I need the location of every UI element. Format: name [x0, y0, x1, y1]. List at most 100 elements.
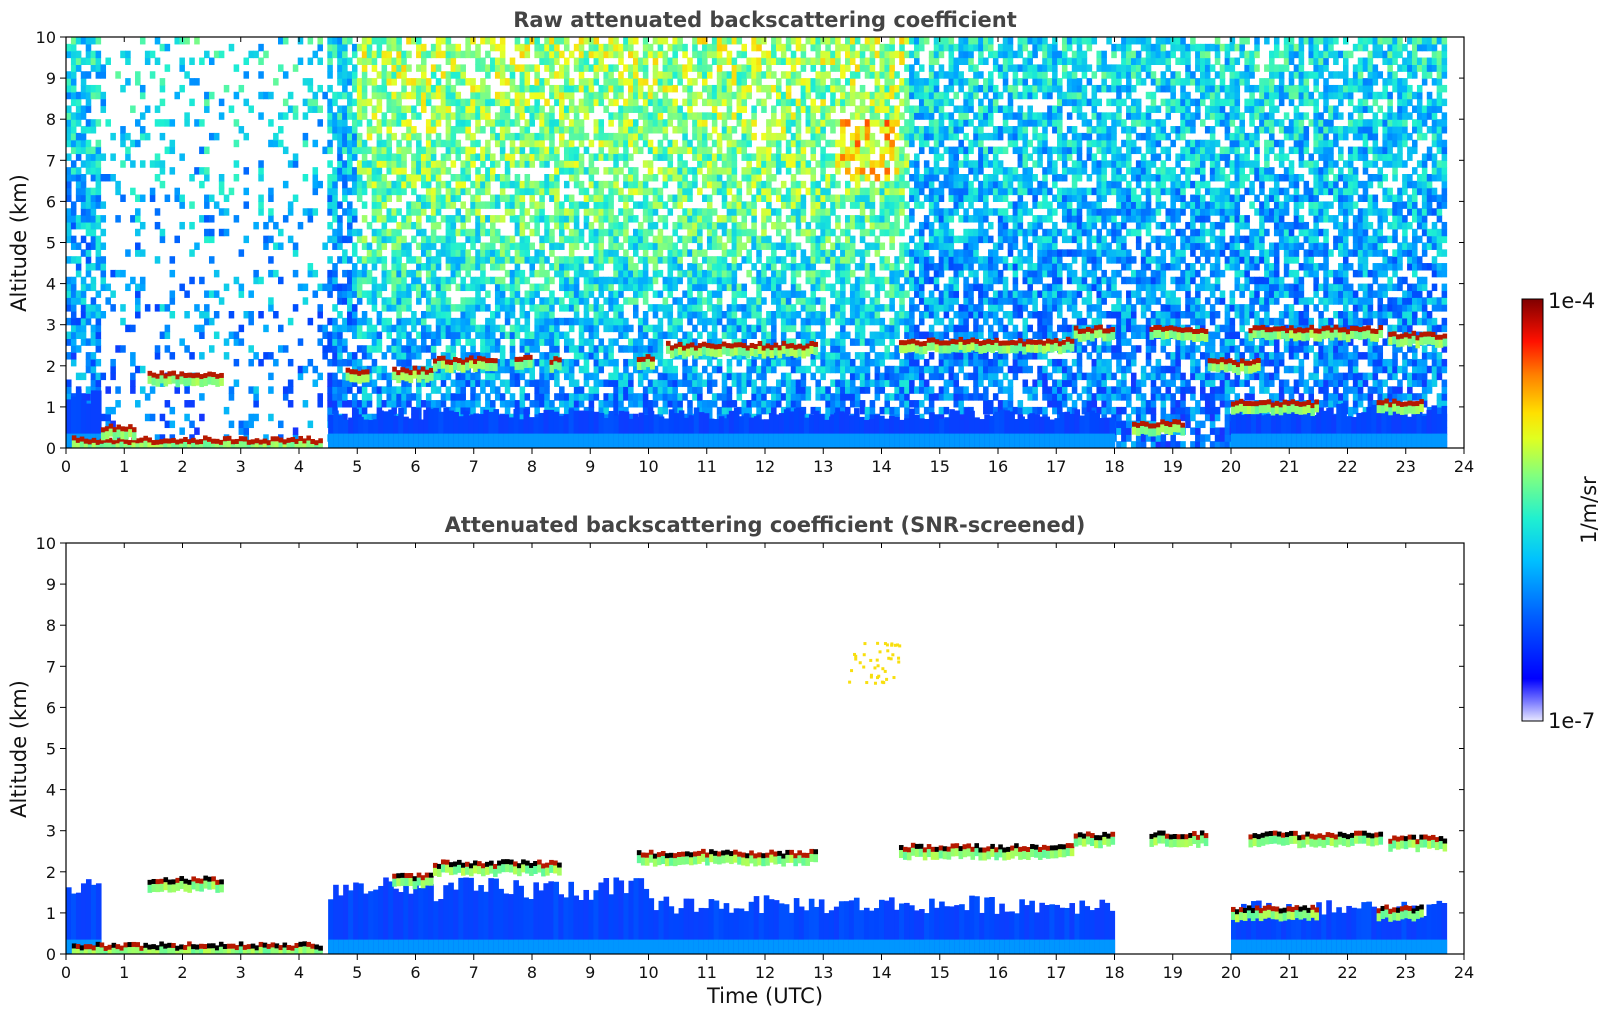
noise-cell [139, 221, 146, 230]
noise-cell [85, 283, 92, 292]
noise-cell [80, 180, 87, 189]
noise-cell [371, 331, 378, 339]
noise-cell [75, 132, 82, 141]
noise-cell [199, 413, 205, 422]
noise-cell [435, 317, 442, 326]
noise-cell [460, 228, 466, 237]
noise-cell [761, 379, 767, 387]
noise-cell [736, 221, 743, 230]
noise-cell [711, 263, 718, 271]
noise-cell [603, 276, 609, 285]
noise-cell [95, 263, 102, 271]
noise-cell [406, 208, 412, 216]
noise-cell [672, 331, 678, 339]
noise-cell [662, 126, 669, 134]
noise-cell [667, 194, 674, 202]
noise-cell [396, 228, 402, 237]
noise-cell [741, 119, 748, 127]
noise-cell [657, 317, 664, 326]
noise-cell [534, 256, 540, 264]
noise-cell [682, 221, 688, 230]
noise-cell [667, 242, 674, 250]
noise-cell [524, 311, 531, 319]
noise-cell [70, 43, 77, 52]
noise-cell [204, 317, 210, 326]
noise-cell [810, 256, 817, 264]
noise-cell [263, 324, 269, 333]
noise-cell [435, 91, 442, 100]
noise-cell [135, 249, 141, 257]
noise-cell [647, 139, 654, 148]
noise-cell [563, 105, 570, 113]
noise-cell [416, 50, 422, 59]
noise-cell [519, 64, 526, 72]
noise-cell [228, 331, 235, 339]
noise-cell [766, 71, 772, 79]
noise-cell [100, 263, 107, 271]
noise-cell [652, 50, 659, 59]
noise-cell [223, 208, 230, 216]
noise-cell [775, 187, 782, 196]
noise-cell [554, 365, 560, 374]
noise-cell [756, 174, 762, 182]
noise-cell [593, 249, 600, 257]
noise-cell [445, 57, 452, 65]
noise-cell [332, 304, 338, 312]
noise-cell [499, 180, 506, 189]
noise-cell [440, 180, 447, 189]
noise-cell [371, 256, 378, 264]
noise-cell [490, 406, 496, 415]
noise-cell [623, 43, 629, 52]
noise-cell [189, 98, 195, 107]
noise-cell [746, 297, 752, 305]
noise-cell [800, 84, 807, 93]
noise-cell [440, 235, 447, 244]
noise-cell [702, 249, 708, 257]
noise-cell [435, 256, 442, 264]
noise-cell [268, 194, 274, 202]
noise-cell [554, 263, 560, 271]
noise-cell [90, 235, 97, 244]
noise-cell [465, 269, 471, 278]
noise-cell [529, 283, 535, 292]
noise-cell [95, 311, 102, 319]
noise-cell [450, 228, 457, 237]
noise-cell [307, 215, 314, 223]
noise-cell [95, 235, 102, 244]
noise-cell [628, 187, 634, 196]
noise-cell [450, 71, 457, 79]
noise-cell [785, 78, 792, 86]
noise-cell [317, 304, 323, 312]
noise-cell [327, 64, 333, 72]
noise-cell [396, 187, 402, 196]
noise-cell [662, 297, 669, 305]
noise-cell [711, 324, 718, 333]
noise-cell [420, 50, 427, 59]
noise-cell [692, 297, 698, 305]
noise-cell [716, 132, 723, 141]
noise-cell [692, 311, 698, 319]
noise-cell [741, 50, 748, 59]
noise-cell [499, 98, 506, 107]
noise-cell [554, 221, 560, 230]
noise-cell [637, 126, 644, 134]
noise-cell [741, 43, 748, 52]
noise-cell [559, 208, 565, 216]
noise-cell [578, 187, 585, 196]
noise-cell [583, 324, 590, 333]
noise-cell [440, 71, 447, 79]
noise-cell [238, 324, 245, 333]
noise-cell [657, 194, 664, 202]
noise-cell [578, 235, 585, 244]
noise-cell [756, 290, 762, 298]
noise-cell [795, 208, 802, 216]
noise-cell [559, 201, 565, 209]
noise-cell [450, 91, 457, 100]
noise-cell [554, 338, 560, 346]
noise-cell [588, 324, 595, 333]
noise-cell [775, 139, 782, 148]
noise-cell [647, 221, 654, 230]
noise-cell [317, 311, 323, 319]
noise-cell [302, 112, 309, 120]
noise-cell [204, 228, 210, 237]
